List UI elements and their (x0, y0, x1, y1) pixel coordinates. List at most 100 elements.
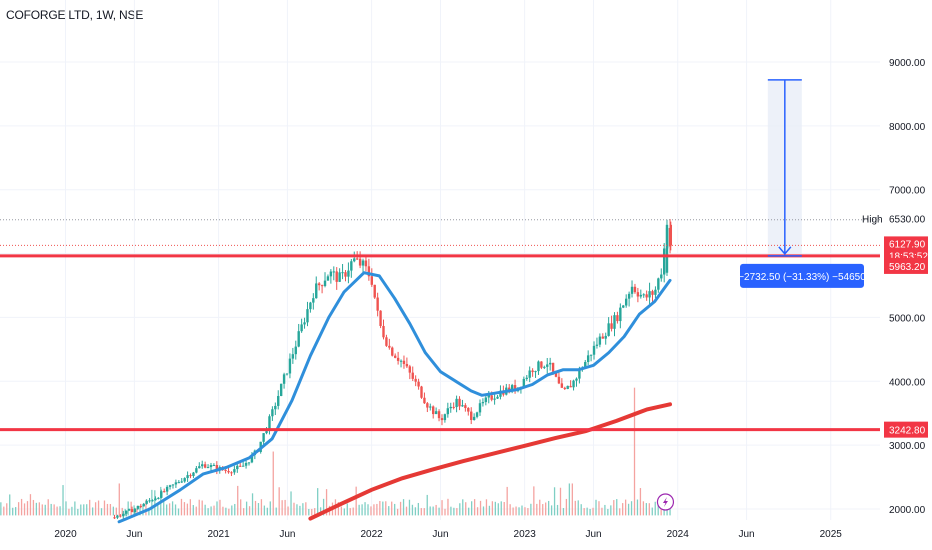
chart-title: COFORGE LTD, 1W, NSE (6, 8, 144, 22)
candle-body (660, 274, 663, 279)
price-tag (884, 257, 928, 274)
candle-body (294, 346, 297, 355)
candle-body (560, 383, 564, 388)
candle-body (563, 387, 566, 389)
candle-body (341, 272, 344, 274)
candle-body (124, 510, 128, 514)
candle-body (358, 258, 362, 266)
candle-body (624, 298, 628, 306)
candle-body (262, 433, 265, 442)
candle-body (350, 261, 353, 271)
candle-body (133, 508, 137, 513)
candle-body (332, 271, 335, 273)
y-tick-label: 5000.00 (889, 313, 926, 324)
candle-body (642, 294, 645, 296)
price-tag-label: 3242.80 (889, 426, 926, 437)
candle-body (478, 403, 482, 413)
candle-body (665, 224, 669, 273)
candle-body (619, 307, 622, 322)
candle-body (393, 355, 397, 358)
candle-body (458, 398, 461, 407)
candle-body (540, 361, 543, 368)
candle-body (461, 405, 464, 407)
candle-body (636, 292, 640, 297)
bar-countdown: 18:53:52 (889, 251, 928, 262)
candle-body (268, 416, 271, 431)
candle-body (645, 294, 648, 298)
candle-body (432, 406, 435, 415)
candle-body (455, 398, 458, 408)
candle-body (329, 271, 333, 277)
candle-body (525, 377, 528, 379)
candle-body (370, 276, 374, 285)
candle-body (382, 325, 385, 338)
candle-body (405, 364, 409, 367)
candle-body (347, 270, 350, 277)
candle-body (601, 336, 604, 339)
candle-body (157, 497, 160, 499)
candle-body (130, 509, 134, 513)
candle-body (569, 385, 572, 388)
candle-body (192, 472, 195, 476)
candle-body (575, 378, 578, 381)
candle-body (651, 291, 654, 295)
candle-body (165, 486, 169, 492)
candle-body (613, 315, 616, 329)
y-tick-label: 7000.00 (889, 186, 926, 197)
candle-body (408, 366, 412, 373)
candle-body (168, 485, 172, 487)
candle-body (201, 464, 204, 467)
candle-body (657, 278, 660, 290)
candle-body (595, 344, 599, 346)
x-tick-label: 2021 (207, 529, 230, 540)
candle-body (379, 310, 382, 326)
candle-body (592, 345, 596, 355)
price-tag (884, 421, 928, 438)
candle-body (534, 371, 537, 373)
y-tick-label: 2000.00 (889, 505, 926, 516)
candle-body (247, 462, 251, 464)
candle-body (437, 411, 441, 419)
candle-body (303, 322, 306, 325)
candle-body (230, 472, 233, 474)
candle-body (250, 454, 254, 463)
candle-body (572, 380, 575, 388)
x-tick-label: 2020 (54, 529, 77, 540)
candle-body (291, 354, 295, 359)
candle-body (145, 500, 148, 504)
candle-body (472, 416, 476, 421)
candle-body (142, 503, 145, 507)
candle-body (417, 381, 420, 387)
candle-body (449, 406, 452, 409)
candle-body (662, 248, 666, 275)
candle-body (282, 374, 286, 384)
candle-body (548, 362, 552, 365)
candle-body (174, 482, 178, 485)
candle-body (203, 464, 207, 468)
candle-body (160, 491, 163, 498)
candle-body (411, 372, 414, 379)
candle-body (122, 513, 125, 517)
candle-body (510, 385, 514, 392)
candle-body (326, 276, 330, 281)
candle-body (616, 315, 619, 322)
candle-body (195, 468, 198, 473)
candle-body (353, 258, 356, 262)
candle-body (633, 286, 637, 293)
x-tick-label: 2023 (514, 529, 537, 540)
candle-body (285, 373, 289, 375)
candle-body (639, 294, 643, 297)
candle-body (361, 260, 365, 266)
candle-body (627, 293, 631, 299)
candle-body (610, 323, 613, 329)
y-tick-label: 4000.00 (889, 377, 926, 388)
candle-body (277, 395, 280, 406)
candle-body (484, 397, 488, 403)
candle-body (113, 517, 116, 519)
candle-body (367, 266, 371, 277)
candle-body (297, 331, 300, 347)
candle-body (385, 337, 388, 346)
candle-body (241, 465, 245, 467)
candle-body (654, 289, 657, 295)
